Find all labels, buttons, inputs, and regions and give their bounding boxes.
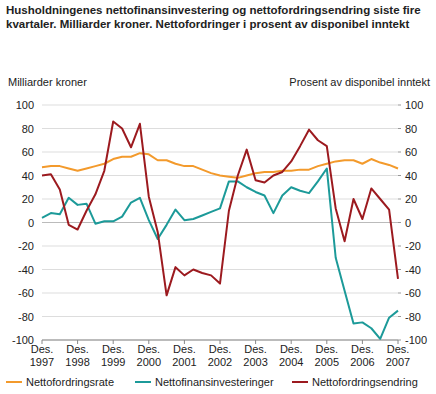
x-tick-label: Des.2002: [208, 343, 232, 368]
x-tick-label: Des.1997: [30, 343, 54, 368]
title: Husholdningenes nettofinansinvestering o…: [6, 4, 421, 30]
y-tick-label: -80: [18, 311, 34, 323]
x-tick-label: Des.1999: [101, 343, 125, 368]
x-tick-label: Des.2006: [350, 343, 374, 368]
y2-tick: [398, 152, 401, 153]
x-tick-label: Des.1998: [65, 343, 89, 368]
y2-tick-label: 100: [405, 99, 423, 111]
y-tick-label: 20: [22, 193, 34, 205]
y2-axis-label: Prosent av disponibel inntekt: [289, 76, 430, 88]
chart: Husholdningenes nettofinansinvestering o…: [0, 0, 436, 394]
y2-tick-label: 0: [405, 217, 411, 229]
grid-line: [42, 316, 398, 317]
y2-tick: [398, 128, 401, 129]
grid-line: [42, 199, 398, 200]
legend-label: Nettofordringsendring: [312, 376, 418, 388]
x-tick-label: Des.2007: [386, 343, 410, 368]
grid-line: [42, 269, 398, 270]
y-tick-label: 0: [28, 217, 34, 229]
y2-tick: [398, 246, 401, 247]
x-tick-label: Des.2000: [137, 343, 161, 368]
grid-line: [42, 246, 398, 247]
y2-tick-label: -40: [405, 264, 421, 276]
grid-line: [42, 105, 398, 106]
y2-tick-label: -20: [405, 240, 421, 252]
legend-swatch: [6, 381, 22, 383]
y2-tick: [398, 269, 401, 270]
y2-tick-label: 80: [405, 123, 417, 135]
series-line: [42, 153, 398, 178]
y2-tick: [398, 293, 401, 294]
grid-line: [42, 152, 398, 153]
grid-line: [42, 128, 398, 129]
y-tick-label: 60: [22, 146, 34, 158]
legend-swatch: [292, 381, 308, 383]
y-tick-label: 100: [16, 99, 34, 111]
y2-tick-label: 60: [405, 146, 417, 158]
x-tick-label: Des.2003: [243, 343, 267, 368]
x-tick-label: Des.2005: [315, 343, 339, 368]
series-line: [42, 121, 398, 295]
x-tick-label: Des.2004: [279, 343, 303, 368]
legend-label: Nettofordringsrate: [26, 376, 114, 388]
y2-tick-label: -60: [405, 287, 421, 299]
y2-tick-label: 20: [405, 193, 417, 205]
y2-tick-label: -80: [405, 311, 421, 323]
legend-swatch: [135, 381, 151, 383]
plot-area: [42, 121, 398, 338]
y2-tick: [398, 199, 401, 200]
y2-tick: [398, 222, 401, 223]
y-axis-label: Milliarder kroner: [8, 76, 87, 88]
y2-tick: [398, 175, 401, 176]
x-tick-label: Des.2001: [172, 343, 196, 368]
y2-tick-label: 40: [405, 170, 417, 182]
y2-tick: [398, 105, 401, 106]
y-tick-label: 40: [22, 170, 34, 182]
y2-tick: [398, 316, 401, 317]
y-tick-label: -20: [18, 240, 34, 252]
legend-label: Nettofinansinvesteringer: [155, 376, 274, 388]
y-tick-label: 80: [22, 123, 34, 135]
y-tick-label: -40: [18, 264, 34, 276]
y-tick-label: -60: [18, 287, 34, 299]
